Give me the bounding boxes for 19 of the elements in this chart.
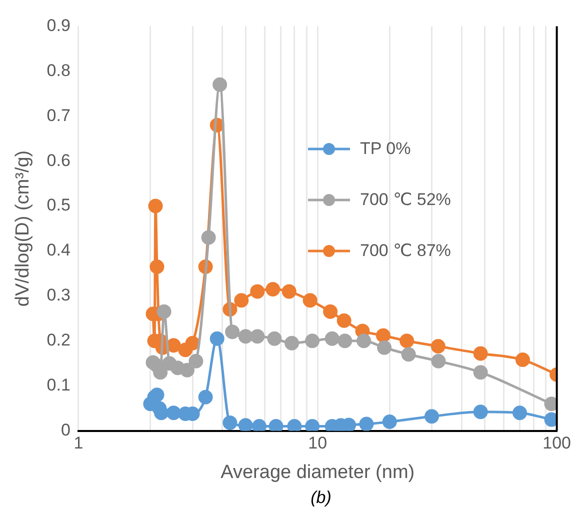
y-tick-label: 0.7: [46, 106, 70, 125]
y-tick-label: 0.8: [46, 60, 70, 80]
y-tick-label: 0.3: [46, 286, 70, 305]
x-axis-title: Average diameter (nm): [220, 462, 415, 483]
x-tick-label: 10: [308, 434, 328, 453]
y-axis-title: dV/dlog(D) (cm³/g): [12, 150, 34, 307]
y-tick-label: 0.1: [46, 376, 70, 395]
y-tick-label: 0.2: [46, 330, 70, 350]
x-tick-label: 100: [542, 434, 572, 453]
y-tick-label: 0.4: [46, 240, 70, 260]
y-tick-label: 0.5: [46, 196, 70, 215]
y-tick-label: 0.9: [46, 16, 70, 35]
y-tick-label: 0.6: [46, 150, 70, 170]
legend-label: 700 ℃ 87%: [360, 240, 451, 260]
text: (b): [310, 488, 332, 508]
x-tick-label: 1: [74, 434, 84, 453]
legend-label: 700 ℃ 52%: [360, 190, 451, 210]
legend-label: TP 0%: [360, 138, 411, 158]
y-tick-label: 0: [60, 420, 70, 440]
